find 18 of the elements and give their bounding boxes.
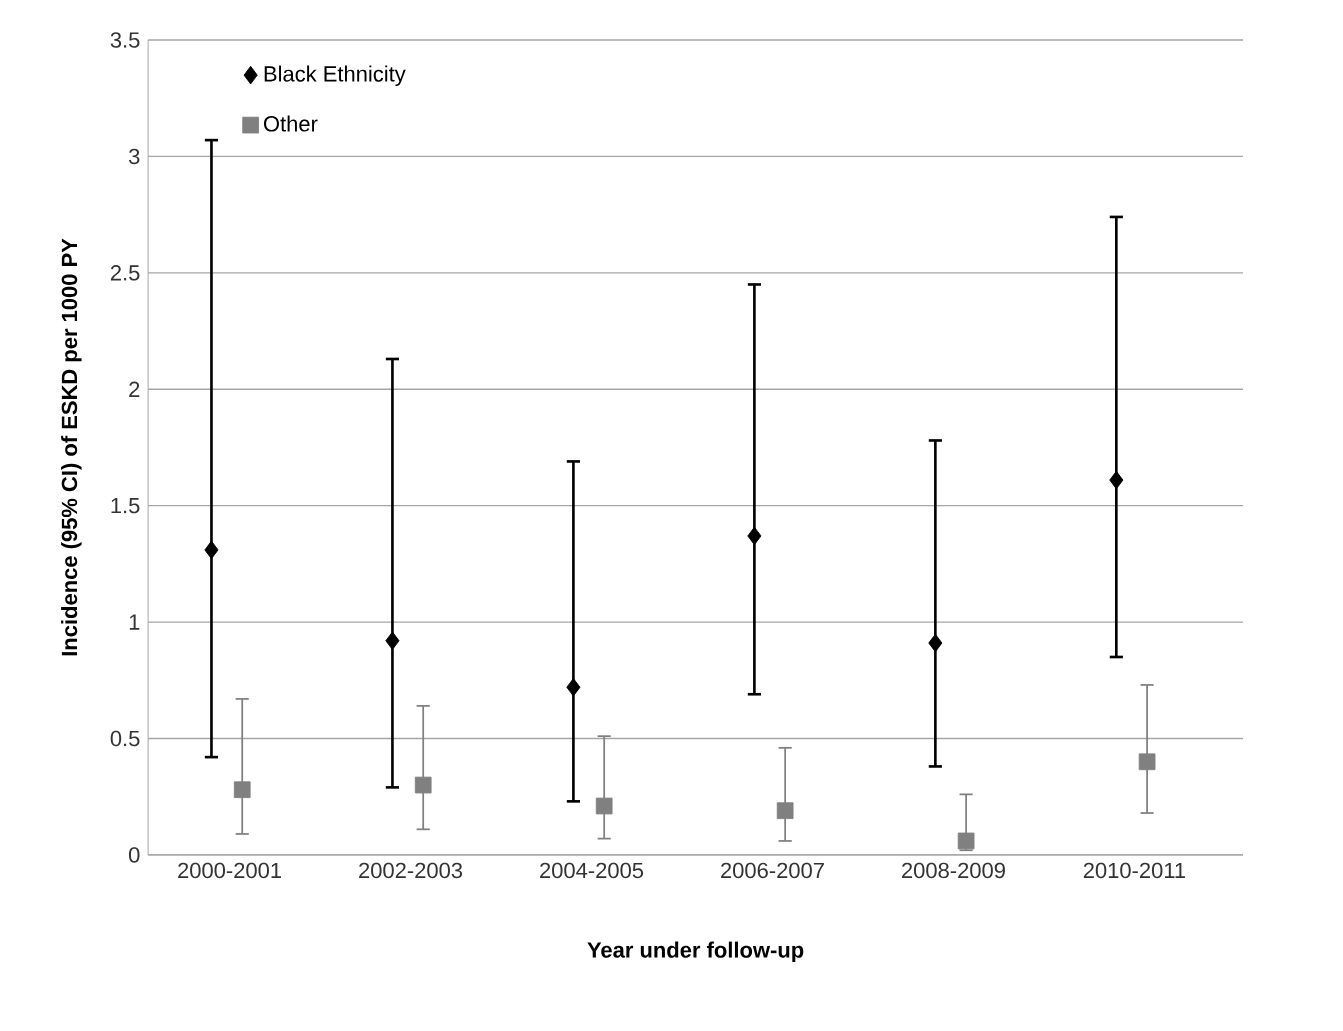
x-tick-label: 2002-2003 xyxy=(359,862,463,879)
y-tick-label: 2 xyxy=(129,381,140,397)
y-axis-title: Incidence (95% CI) of ESKD per 1000 PY xyxy=(61,238,82,656)
y-tick-label: 3 xyxy=(128,148,140,165)
y-tick-label: 3.5 xyxy=(110,32,140,48)
y-tick-label: 0.5 xyxy=(110,730,140,747)
x-tick-label: 2010-2011 xyxy=(1083,862,1186,879)
y-tick-label: 0 xyxy=(129,847,140,863)
legend-label: Black Ethnicity xyxy=(264,65,406,86)
x-tick-label: 2008-2009 xyxy=(902,862,1005,879)
y-tick-label: 1 xyxy=(129,614,140,630)
x-axis-title: Year under follow-up xyxy=(587,941,804,963)
x-tick-label: 2006-2007 xyxy=(721,862,824,879)
legend-label: Other xyxy=(263,115,318,132)
x-tick-label: 2004-2005 xyxy=(540,862,644,879)
x-tick-label: 2000-2001 xyxy=(178,862,281,879)
y-tick-label: 2.5 xyxy=(110,265,140,281)
y-tick-label: 1.5 xyxy=(111,497,140,514)
